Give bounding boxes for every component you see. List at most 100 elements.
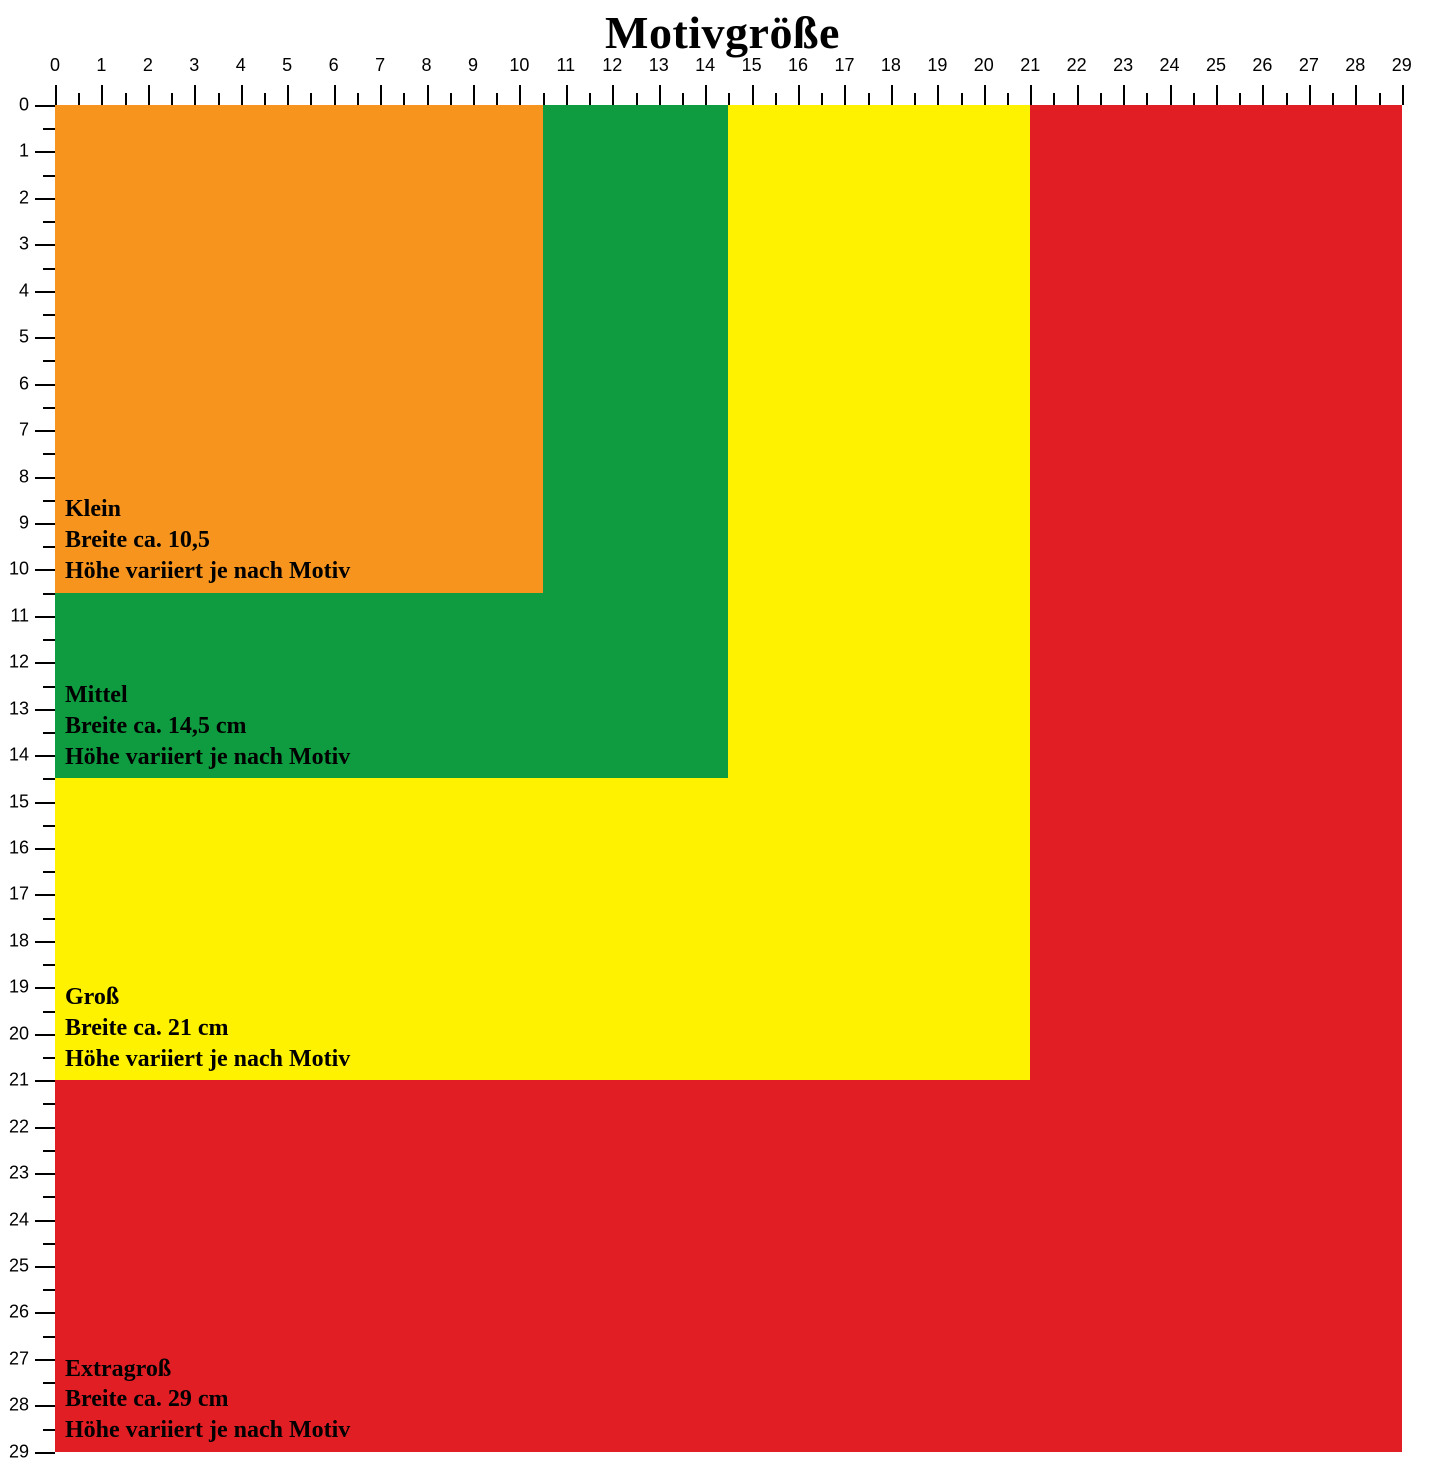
ruler-h-tick-minor [1007,93,1009,105]
ruler-v-tick-major [35,244,55,246]
ruler-v-tick-minor [43,360,55,362]
ruler-h-label: 16 [788,55,808,76]
ruler-v-label: 8 [0,466,29,487]
ruler-v-tick-minor [43,1103,55,1105]
ruler-h-tick-major [612,85,614,105]
ruler-v-tick-minor [43,686,55,688]
ruler-h-tick-minor [1239,93,1241,105]
ruler-v-label: 22 [0,1116,29,1137]
ruler-v-label: 6 [0,373,29,394]
ruler-v-tick-major [35,662,55,664]
ruler-h-tick-major [55,85,57,105]
ruler-vertical: 0123456789101112131415161718192021222324… [0,105,55,1475]
ruler-h-tick-minor [914,93,916,105]
ruler-v-tick-minor [43,175,55,177]
ruler-h-tick-minor [961,93,963,105]
ruler-h-label: 9 [468,55,478,76]
ruler-v-tick-minor [43,268,55,270]
ruler-v-label: 13 [0,698,29,719]
title: Motivgröße [0,6,1445,59]
ruler-v-label: 23 [0,1163,29,1184]
label-width: Breite ca. 10,5 [65,525,350,556]
ruler-h-label: 24 [1160,55,1180,76]
ruler-v-tick-minor [43,732,55,734]
ruler-v-tick-minor [43,918,55,920]
ruler-h-label: 29 [1392,55,1412,76]
ruler-v-tick-minor [43,407,55,409]
ruler-horizontal: 0123456789101112131415161718192021222324… [55,55,1425,105]
label-name: Groß [65,982,350,1013]
ruler-h-tick-minor [496,93,498,105]
ruler-h-label: 2 [143,55,153,76]
ruler-h-label: 19 [927,55,947,76]
ruler-h-tick-minor [636,93,638,105]
ruler-h-tick-major [984,85,986,105]
ruler-h-tick-minor [589,93,591,105]
ruler-v-tick-minor [43,1011,55,1013]
ruler-h-tick-minor [450,93,452,105]
ruler-h-tick-minor [1379,93,1381,105]
ruler-h-tick-minor [682,93,684,105]
ruler-v-label: 19 [0,977,29,998]
ruler-v-label: 29 [0,1441,29,1462]
label-name: Klein [65,494,350,525]
ruler-v-tick-major [35,1405,55,1407]
ruler-v-tick-minor [43,639,55,641]
ruler-h-tick-minor [125,93,127,105]
ruler-h-tick-minor [543,93,545,105]
ruler-v-tick-major [35,987,55,989]
ruler-v-label: 1 [0,141,29,162]
ruler-v-tick-minor [43,871,55,873]
ruler-h-tick-major [752,85,754,105]
ruler-h-tick-minor [357,93,359,105]
ruler-v-tick-minor [43,1150,55,1152]
label-height: Höhe variiert je nach Motiv [65,556,350,587]
ruler-v-tick-minor [43,1243,55,1245]
ruler-h-label: 3 [189,55,199,76]
ruler-h-tick-minor [1286,93,1288,105]
ruler-v-tick-minor [43,964,55,966]
ruler-v-tick-major [35,1266,55,1268]
ruler-h-label: 5 [282,55,292,76]
ruler-v-label: 12 [0,652,29,673]
ruler-v-tick-minor [43,128,55,130]
ruler-h-tick-major [1030,85,1032,105]
ruler-h-label: 7 [375,55,385,76]
ruler-v-label: 7 [0,420,29,441]
ruler-v-label: 11 [0,605,29,626]
ruler-v-label: 21 [0,1070,29,1091]
ruler-v-tick-minor [43,778,55,780]
ruler-v-tick-major [35,291,55,293]
ruler-v-tick-minor [43,1382,55,1384]
label-name: Mittel [65,680,350,711]
ruler-h-tick-major [101,85,103,105]
ruler-h-tick-major [566,85,568,105]
label-extragross: ExtragroßBreite ca. 29 cmHöhe variiert j… [65,1354,350,1446]
ruler-v-tick-major [35,755,55,757]
ruler-h-tick-major [1402,85,1404,105]
ruler-v-label: 9 [0,512,29,533]
ruler-h-tick-minor [821,93,823,105]
ruler-v-tick-minor [43,825,55,827]
ruler-h-label: 26 [1252,55,1272,76]
ruler-v-tick-major [35,1359,55,1361]
ruler-h-label: 0 [50,55,60,76]
label-height: Höhe variiert je nach Motiv [65,742,350,773]
ruler-h-tick-major [519,85,521,105]
ruler-h-label: 20 [974,55,994,76]
ruler-h-label: 12 [602,55,622,76]
ruler-v-tick-minor [43,453,55,455]
label-name: Extragroß [65,1354,350,1385]
ruler-h-tick-major [241,85,243,105]
ruler-v-label: 20 [0,1023,29,1044]
ruler-v-tick-minor [43,1336,55,1338]
ruler-h-label: 17 [834,55,854,76]
label-mittel: MittelBreite ca. 14,5 cmHöhe variiert je… [65,680,350,772]
ruler-v-label: 10 [0,559,29,580]
ruler-v-tick-minor [43,546,55,548]
ruler-v-tick-major [35,802,55,804]
ruler-h-label: 14 [695,55,715,76]
ruler-v-label: 14 [0,745,29,766]
ruler-v-tick-minor [43,1429,55,1431]
ruler-v-tick-major [35,337,55,339]
